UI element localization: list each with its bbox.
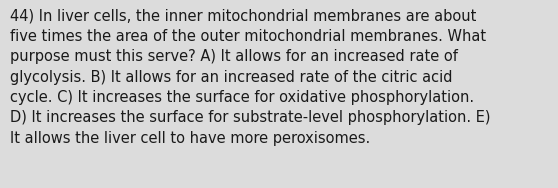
Text: 44) In liver cells, the inner mitochondrial membranes are about
five times the a: 44) In liver cells, the inner mitochondr…	[10, 8, 490, 146]
